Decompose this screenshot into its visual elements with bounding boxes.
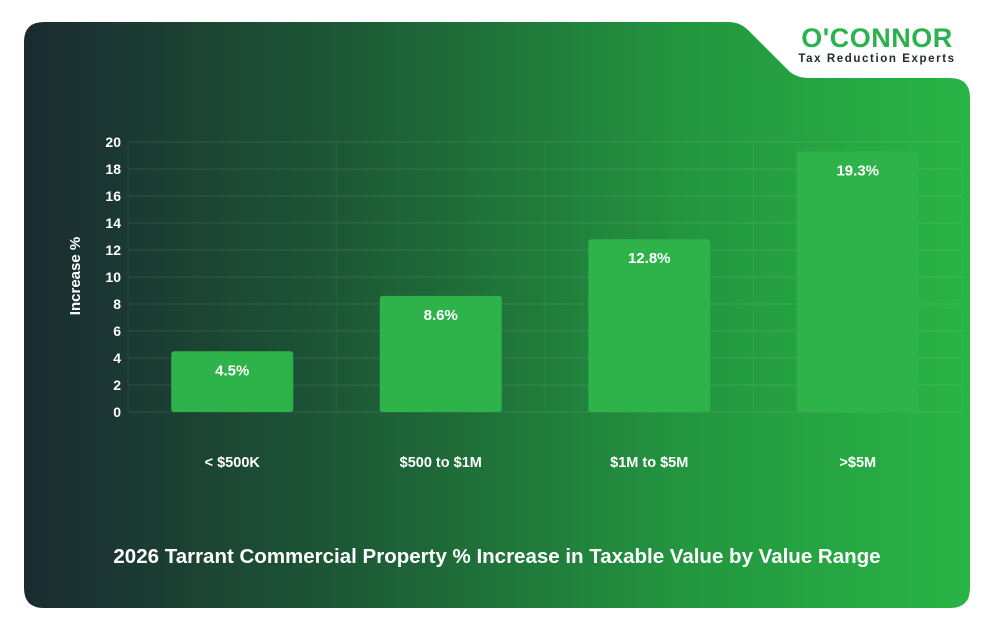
x-tick-label: >$5M bbox=[839, 455, 876, 471]
y-tick-label: 14 bbox=[105, 215, 121, 231]
bar-value-label: 19.3% bbox=[836, 162, 879, 179]
bar bbox=[796, 151, 919, 412]
y-axis-label: Increase % bbox=[67, 237, 84, 315]
bars: 4.5% 8.6% 12.8% 19.3% bbox=[171, 151, 919, 412]
y-tick-label: 8 bbox=[113, 296, 121, 312]
y-tick-label: 16 bbox=[105, 188, 121, 204]
bar-value-label: 12.8% bbox=[628, 250, 671, 267]
y-tick-label: 18 bbox=[105, 161, 121, 177]
y-tick-label: 0 bbox=[113, 404, 121, 420]
x-tick-label: $500 to $1M bbox=[400, 455, 482, 471]
bar-value-label: 8.6% bbox=[424, 307, 458, 324]
y-tick-label: 2 bbox=[113, 377, 121, 393]
y-tick-label: 20 bbox=[105, 134, 121, 150]
bar bbox=[379, 295, 502, 412]
y-tick-label: 12 bbox=[105, 242, 121, 258]
brand-logo: O'CONNOR Tax Reduction Experts bbox=[798, 23, 955, 65]
y-tick-label: 4 bbox=[113, 350, 121, 366]
y-tick-label: 6 bbox=[113, 323, 121, 339]
brand-tagline: Tax Reduction Experts bbox=[798, 53, 955, 65]
bar bbox=[588, 239, 711, 412]
x-tick-label: $1M to $5M bbox=[610, 455, 688, 471]
bar-value-label: 4.5% bbox=[215, 362, 249, 379]
x-axis-categories: < $500K $500 to $1M $1M to $5M >$5M bbox=[205, 455, 876, 471]
x-tick-label: < $500K bbox=[205, 455, 261, 471]
chart-caption: 2026 Tarrant Commercial Property % Incre… bbox=[113, 545, 880, 568]
y-axis-ticks: 0 2 4 6 8 10 12 14 16 18 20 bbox=[105, 134, 121, 420]
bar-chart: 0 2 4 6 8 10 12 14 16 18 20 4.5% 8.6% 12.8% 19.3% < $… bbox=[67, 134, 963, 471]
brand-name: O'CONNOR bbox=[801, 23, 952, 53]
y-tick-label: 10 bbox=[105, 269, 121, 285]
bar bbox=[171, 351, 294, 412]
